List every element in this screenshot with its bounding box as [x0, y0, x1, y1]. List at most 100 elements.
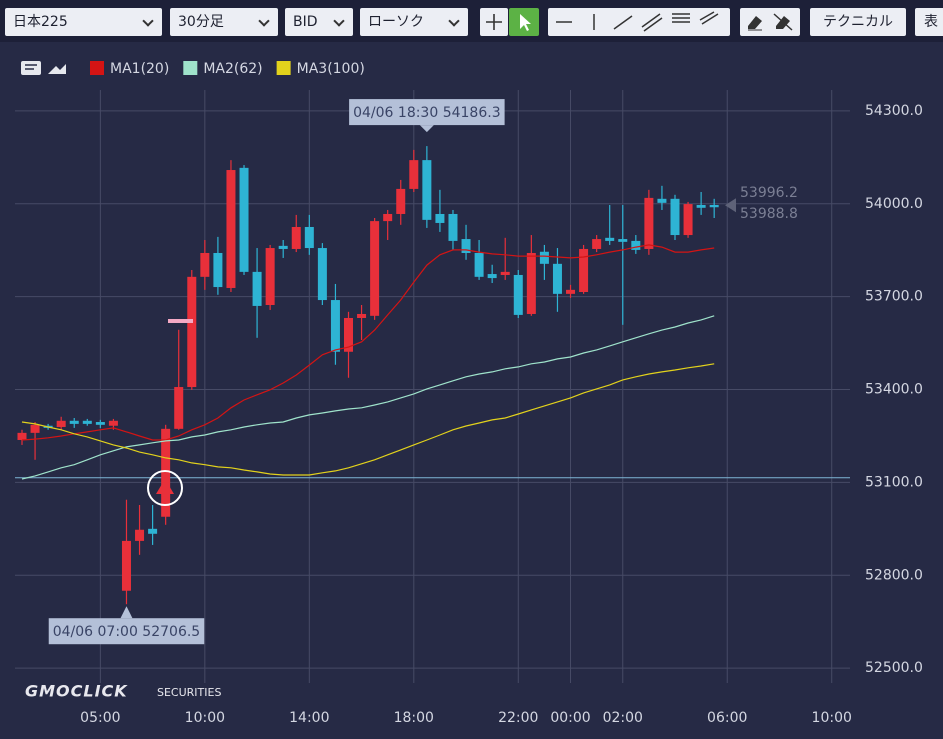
y-tick-label: 54300.0 — [865, 103, 923, 119]
annotation-pointer — [120, 606, 133, 619]
x-tick-label: 05:00 — [80, 710, 120, 726]
eraser-tools[interactable] — [740, 8, 800, 36]
side-dropdown[interactable]: BID — [285, 8, 353, 36]
signal-circle — [147, 470, 183, 506]
candle-body — [108, 420, 118, 426]
annotation-text: 04/06 07:00 52706.5 — [53, 624, 201, 640]
annotation-pointer — [419, 125, 434, 133]
candle-body — [579, 248, 589, 292]
candle-body — [304, 226, 314, 249]
candle-body — [631, 240, 641, 250]
annotation: 04/06 07:00 52706.5 — [48, 606, 205, 645]
ma-line — [21, 315, 715, 480]
candle-body — [539, 251, 549, 264]
y-tick-label: 52500.0 — [865, 660, 923, 676]
candle-body — [644, 197, 654, 249]
toolbar: 日本225 30分足 BID ローソク テクニカル — [0, 0, 943, 42]
legend-swatch — [90, 61, 104, 75]
annotation-text: 04/06 18:30 54186.3 — [353, 105, 501, 121]
signal-markers — [147, 319, 193, 506]
legend-label: MA3(100) — [297, 61, 365, 77]
candle-body — [709, 205, 719, 208]
candle-body — [383, 213, 393, 222]
symbol-dropdown[interactable]: 日本225 — [5, 8, 162, 36]
candle-body — [657, 198, 667, 203]
candle-body — [683, 204, 693, 236]
annotation-box — [48, 618, 205, 645]
candle-body — [566, 289, 576, 294]
table-button[interactable]: 表 — [915, 8, 943, 36]
style-dropdown[interactable]: ローソク — [360, 8, 468, 36]
last-price-label: 53996.2 — [740, 185, 798, 201]
candle-body — [474, 252, 484, 277]
logo-brand: GMOCLICK — [25, 682, 128, 701]
candle-body — [265, 248, 275, 306]
crosshair-button[interactable] — [480, 8, 508, 36]
logo-sub: SECURITIES — [157, 686, 221, 699]
legend-swatch — [183, 61, 198, 75]
legend-label: MA2(62) — [203, 61, 262, 77]
x-tick-label: 14:00 — [289, 710, 329, 726]
y-tick-label: 52800.0 — [865, 567, 923, 583]
legend-icons — [21, 61, 66, 75]
interval-dropdown[interactable]: 30分足 — [170, 8, 278, 36]
y-tick-label: 53700.0 — [865, 289, 923, 305]
candle-body — [226, 170, 236, 288]
candle-body — [344, 318, 353, 352]
candle-body — [500, 271, 510, 275]
candle-body — [239, 167, 249, 272]
x-tick-label: 02:00 — [603, 710, 643, 726]
x-tick-label: 06:00 — [707, 710, 747, 726]
legend-label: MA1(20) — [110, 61, 169, 77]
candle-body — [370, 221, 380, 316]
candle-body — [69, 420, 79, 424]
candle-body — [30, 424, 40, 433]
candle-body — [200, 252, 210, 277]
ma-line — [21, 363, 715, 476]
x-tick-label: 00:00 — [550, 710, 590, 726]
pointer-button[interactable] — [509, 8, 539, 36]
candle-body — [317, 248, 327, 301]
annotation: 04/06 18:30 54186.3 — [349, 99, 505, 133]
candle-body — [396, 188, 406, 214]
candle-body — [409, 160, 419, 189]
signal-triangle — [156, 479, 174, 494]
candle-body — [435, 213, 445, 223]
candle-body — [605, 237, 615, 241]
candle-body — [278, 245, 288, 249]
y-tick-label: 54000.0 — [865, 196, 923, 212]
candle-body — [448, 213, 458, 241]
candle-body — [161, 428, 171, 517]
last-price-label: 53988.8 — [740, 206, 798, 222]
candle-body — [330, 300, 340, 352]
x-tick-label: 18:00 — [394, 710, 434, 726]
candle-body — [526, 252, 536, 314]
candle-body — [252, 271, 262, 306]
candle-body — [487, 274, 497, 279]
candle-body — [696, 205, 706, 208]
candle-body — [592, 239, 602, 249]
candle-body — [82, 420, 92, 424]
candle-body — [291, 226, 301, 249]
candle-body — [187, 276, 197, 388]
candle-body — [121, 540, 131, 591]
candle-body — [135, 529, 145, 541]
y-tick-label: 53400.0 — [865, 382, 923, 398]
candle-body — [174, 387, 184, 429]
ma-line — [21, 244, 715, 441]
annotation-box — [349, 99, 505, 126]
technical-button[interactable]: テクニカル — [810, 8, 906, 36]
candle-body — [148, 528, 158, 534]
candle-body — [56, 420, 66, 427]
candle-body — [552, 263, 562, 294]
candle-body — [213, 252, 223, 288]
grid — [15, 90, 850, 683]
candle-body — [357, 313, 367, 319]
candle-body — [670, 198, 680, 236]
drawing-tools[interactable] — [548, 8, 730, 36]
y-tick-label: 53100.0 — [865, 474, 923, 490]
x-tick-label: 10:00 — [812, 710, 852, 726]
last-price-arrow — [725, 198, 736, 213]
candle-body — [618, 239, 628, 242]
candles — [17, 146, 719, 605]
